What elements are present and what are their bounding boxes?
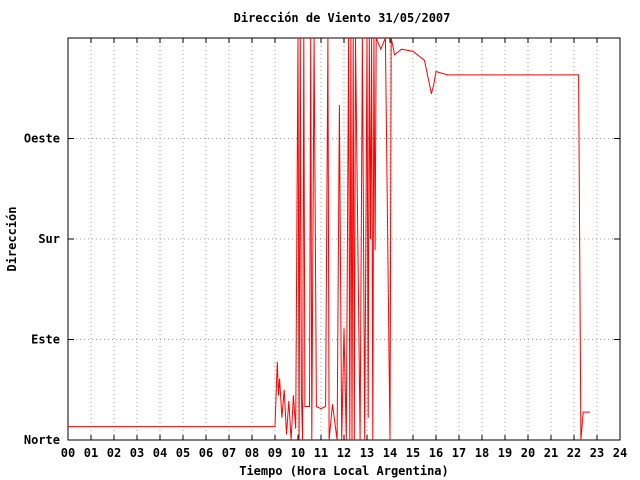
x-tick-label: 08 [245,446,259,460]
x-tick-label: 16 [429,446,443,460]
x-tick-label: 14 [383,446,397,460]
x-axis-label: Tiempo (Hora Local Argentina) [239,464,449,478]
series-group [68,37,591,441]
x-tick-label: 19 [498,446,512,460]
x-tick-label: 03 [130,446,144,460]
y-axis-label: Dirección [5,206,19,271]
x-tick-label: 12 [337,446,351,460]
x-tick-label: 00 [61,446,75,460]
y-axis-ticks: Norte Este Sur Oeste [24,132,620,447]
x-tick-label: 02 [107,446,121,460]
x-tick-label: 23 [590,446,604,460]
chart-title: Dirección de Viento 31/05/2007 [234,11,451,25]
x-tick-label: 18 [475,446,489,460]
wind-direction-line [68,37,591,441]
x-tick-label: 11 [314,446,328,460]
y-tick-label: Oeste [24,132,60,146]
x-tick-label: 22 [567,446,581,460]
x-tick-label: 10 [291,446,305,460]
x-tick-label: 21 [544,446,558,460]
x-tick-label: 09 [268,446,282,460]
x-tick-label: 24 [613,446,627,460]
x-tick-label: 20 [521,446,535,460]
x-tick-label: 15 [406,446,420,460]
y-tick-label: Este [31,333,60,347]
x-tick-label: 07 [222,446,236,460]
y-tick-label: Sur [38,232,60,246]
x-tick-label: 05 [176,446,190,460]
x-axis-ticks: 00 01 02 03 04 05 06 07 08 09 10 11 12 13 14 15 16 17 18 19… [61,38,627,460]
y-tick-label: Norte [24,433,60,447]
grid [68,38,620,440]
x-tick-label: 06 [199,446,213,460]
x-tick-label: 04 [153,446,167,460]
x-tick-label: 01 [84,446,98,460]
x-tick-label: 13 [360,446,374,460]
x-tick-label: 17 [452,446,466,460]
